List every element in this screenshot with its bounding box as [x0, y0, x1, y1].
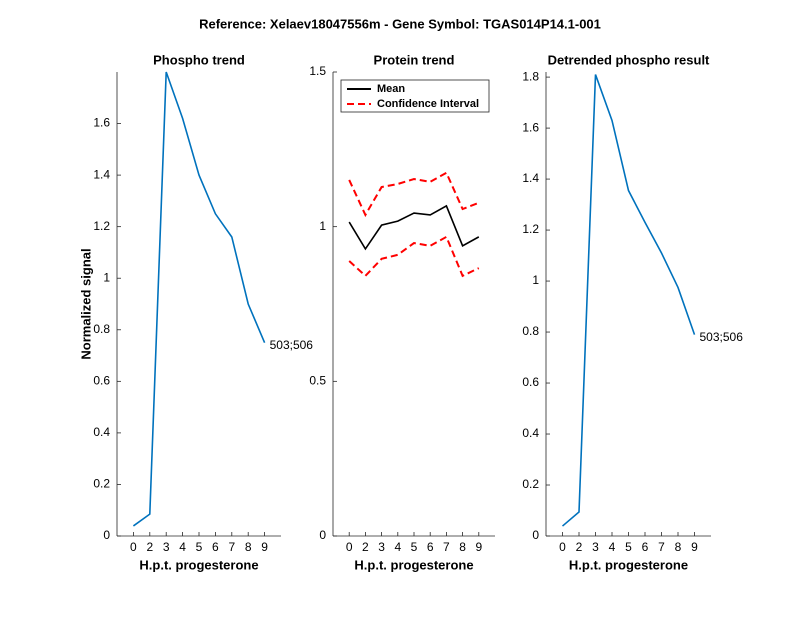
subplot-title: Phospho trend: [153, 52, 245, 67]
x-tick-label: 3: [163, 540, 170, 554]
data-line: [348, 235, 480, 278]
x-axis-label: H.p.t. progesterone: [569, 557, 688, 572]
x-tick-label: 2: [362, 540, 369, 554]
x-tick-label: 3: [592, 540, 599, 554]
x-tick-label: 7: [443, 540, 450, 554]
y-tick-label: 1: [319, 219, 326, 233]
data-line: [348, 171, 480, 218]
y-tick-label: 0.4: [93, 425, 110, 439]
y-tick-label: 0.8: [522, 324, 539, 338]
y-tick-label: 0: [532, 528, 539, 542]
x-tick-label: 6: [212, 540, 219, 554]
x-tick-label: 3: [378, 540, 385, 554]
x-tick-label: 2: [146, 540, 153, 554]
data-line: [348, 204, 480, 251]
x-tick-label: 8: [245, 540, 252, 554]
y-tick-label: 0.8: [93, 322, 110, 336]
y-tick-label: 0.4: [522, 426, 539, 440]
x-tick-label: 4: [394, 540, 401, 554]
legend-label: Confidence Interval: [377, 98, 479, 110]
x-tick-label: 8: [675, 540, 682, 554]
y-tick-label: 1.8: [522, 69, 539, 83]
y-tick-label: 1.6: [93, 116, 110, 130]
y-tick-label: 1.2: [522, 222, 539, 236]
x-tick-label: 6: [427, 540, 434, 554]
x-tick-label: 5: [625, 540, 632, 554]
legend-label: Mean: [377, 83, 405, 95]
subplot-title: Detrended phospho result: [548, 52, 710, 67]
x-tick-label: 7: [228, 540, 235, 554]
y-tick-label: 1.4: [93, 167, 110, 181]
y-tick-label: 1.6: [522, 120, 539, 134]
y-tick-label: 0.6: [522, 375, 539, 389]
figure-title: Reference: Xelaev18047556m - Gene Symbol…: [199, 16, 601, 31]
y-tick-label: 1: [532, 273, 539, 287]
y-tick-label: 1: [103, 270, 110, 284]
x-tick-label: 4: [609, 540, 616, 554]
x-tick-label: 6: [642, 540, 649, 554]
x-tick-label: 7: [658, 540, 665, 554]
legend-box: [340, 79, 490, 113]
y-tick-label: 1.2: [93, 219, 110, 233]
x-tick-label: 9: [475, 540, 482, 554]
data-line: [132, 71, 266, 527]
x-tick-label: 2: [576, 540, 583, 554]
x-tick-label: 4: [179, 540, 186, 554]
x-tick-label: 9: [691, 540, 698, 554]
x-axis-label: H.p.t. progesterone: [139, 557, 258, 572]
y-axis-label: Normalized signal: [78, 248, 93, 359]
y-tick-label: 1.5: [309, 64, 326, 78]
x-tick-label: 9: [261, 540, 268, 554]
annotation: 503;506: [270, 338, 314, 352]
annotation: 503;506: [700, 330, 744, 344]
y-tick-label: 0.6: [93, 374, 110, 388]
x-tick-label: 0: [130, 540, 137, 554]
x-tick-label: 5: [411, 540, 418, 554]
y-tick-label: 0: [103, 528, 110, 542]
x-tick-label: 8: [459, 540, 466, 554]
y-tick-label: 0.5: [309, 374, 326, 388]
y-tick-label: 1.4: [522, 171, 539, 185]
x-axis-label: H.p.t. progesterone: [354, 557, 473, 572]
x-tick-label: 0: [559, 540, 566, 554]
y-tick-label: 0: [319, 528, 326, 542]
x-tick-label: 5: [196, 540, 203, 554]
x-tick-label: 0: [346, 540, 353, 554]
y-tick-label: 0.2: [522, 477, 539, 491]
subplot-title: Protein trend: [374, 52, 455, 67]
y-tick-label: 0.2: [93, 477, 110, 491]
data-line: [561, 74, 696, 527]
